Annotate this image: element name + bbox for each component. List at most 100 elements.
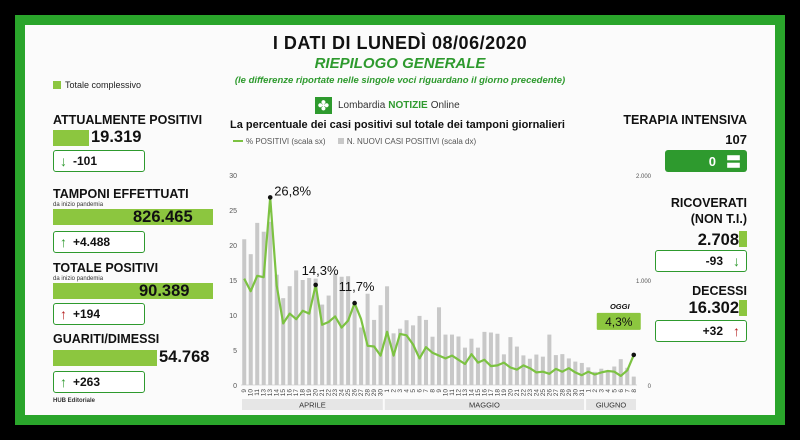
x-tick-label: 31 xyxy=(579,389,586,397)
x-tick-label: 14 xyxy=(468,389,475,397)
x-tick-label: 23 xyxy=(332,389,339,397)
ricoverati-value: 2.708 xyxy=(697,231,739,249)
tamponi-bar xyxy=(53,209,213,225)
new-cases-bar xyxy=(443,334,448,385)
new-cases-bar xyxy=(248,254,253,385)
x-tick-label: 21 xyxy=(514,389,521,397)
new-cases-bar xyxy=(320,304,325,385)
x-tick-label: 4 xyxy=(605,389,612,393)
x-tick-label: 11 xyxy=(449,389,456,396)
new-cases-bar xyxy=(365,293,370,385)
decessi-bar xyxy=(739,300,747,316)
legend-total: Totale complessivo xyxy=(53,80,141,90)
x-tick-label: 18 xyxy=(494,389,501,397)
y-left-tick-label: 15 xyxy=(229,278,237,285)
new-cases-bar xyxy=(261,231,266,385)
positivity-line xyxy=(243,196,635,377)
x-tick-label: 13 xyxy=(267,389,274,397)
page-subtitle: RIEPILOGO GENERALE xyxy=(314,55,486,72)
arrow-up-icon: ↑ xyxy=(60,374,67,390)
chart-title: La percentuale dei casi positivi sul tot… xyxy=(230,119,565,131)
x-tick-label: 15 xyxy=(475,389,482,397)
new-cases-bar xyxy=(333,273,338,385)
today-value-box xyxy=(596,312,641,330)
x-tick-label: 1 xyxy=(585,389,592,393)
point-annotation: 11,7% xyxy=(339,279,375,294)
new-cases-bar xyxy=(372,319,377,385)
x-tick-label: 24 xyxy=(533,389,540,397)
ricoverati-label: RICOVERATI (NON T.I.) xyxy=(670,196,747,226)
today-value-label: 4,3% xyxy=(605,315,633,329)
month-band xyxy=(242,399,383,410)
totale-delta: ↑ +194 xyxy=(53,303,145,325)
terapia-delta: 0 〓 xyxy=(665,150,747,172)
x-tick-label: 17 xyxy=(488,389,495,397)
new-cases-bar xyxy=(307,278,312,385)
equal-icon: 〓 xyxy=(725,153,741,171)
y-left-tick-label: 30 xyxy=(229,173,237,180)
new-cases-bar xyxy=(514,346,519,385)
x-tick-label: 29 xyxy=(566,389,573,397)
x-tick-label: 14 xyxy=(274,389,281,397)
new-cases-bar xyxy=(359,327,364,385)
x-tick-label: 25 xyxy=(540,389,547,397)
new-cases-bar xyxy=(404,320,409,385)
new-cases-bar xyxy=(631,376,636,385)
positivi-bar xyxy=(53,130,89,146)
x-tick-label: 22 xyxy=(520,389,527,397)
new-cases-bar xyxy=(417,315,422,385)
terapia-label: TERAPIA INTENSIVA xyxy=(623,113,747,127)
x-tick-label: 2 xyxy=(391,389,398,393)
infographic-panel: I DATI DI LUNEDÌ 08/06/2020 RIEPILOGO GE… xyxy=(25,25,775,415)
new-cases-bar xyxy=(501,354,506,385)
new-cases-bar xyxy=(605,371,610,385)
ricoverati-delta: -93 ↓ xyxy=(655,250,747,272)
decessi-value: 16.302 xyxy=(688,299,739,317)
x-tick-label: 13 xyxy=(462,389,469,397)
arrow-down-icon: ↓ xyxy=(733,253,740,269)
new-cases-bar xyxy=(346,276,351,385)
new-cases-bar xyxy=(592,371,597,385)
positivi-label: ATTUALMENTE POSITIVI xyxy=(53,113,203,127)
x-tick-label: 10 xyxy=(442,389,449,397)
x-tick-label: 25 xyxy=(345,389,352,397)
x-tick-label: 26 xyxy=(352,389,359,397)
month-band xyxy=(586,399,636,410)
legend-line-label: % POSITIVI (scala sx) xyxy=(246,137,326,146)
x-tick-label: 16 xyxy=(287,389,294,397)
new-cases-bar xyxy=(274,274,279,385)
totale-label: TOTALE POSITIVI xyxy=(53,261,159,275)
footer-credit: HUB Editoriale xyxy=(53,398,96,404)
legend-line-swatch xyxy=(233,140,243,142)
guariti-delta: ↑ +263 xyxy=(53,371,145,393)
page-note: (le differenze riportate nelle singole v… xyxy=(234,75,566,86)
new-cases-bar xyxy=(255,222,260,385)
new-cases-bar xyxy=(242,239,247,385)
tamponi-sub: da inizio pandemia xyxy=(53,202,104,208)
x-tick-label: 12 xyxy=(455,389,462,397)
guariti-value: 54.768 xyxy=(159,348,210,366)
new-cases-bar xyxy=(534,354,539,385)
logo-pre: Lombardia xyxy=(338,99,386,111)
y-right-tick-label: 2.000 xyxy=(636,174,652,180)
new-cases-bar xyxy=(313,278,318,385)
today-label: OGGI xyxy=(610,302,631,311)
terapia-value: 107 xyxy=(725,132,747,147)
new-cases-bar xyxy=(566,358,571,385)
x-tick-label: 7 xyxy=(624,389,631,393)
x-tick-label: 5 xyxy=(611,389,618,393)
new-cases-bar xyxy=(268,221,273,385)
x-tick-label: 13 xyxy=(261,389,268,397)
page-title: I DATI DI LUNEDÌ 08/06/2020 xyxy=(272,33,528,53)
arrow-up-icon: ↑ xyxy=(60,306,67,322)
y-right-tick-label: 0 xyxy=(648,384,652,390)
x-tick-label: 21 xyxy=(319,389,326,397)
x-tick-label: 3 xyxy=(397,389,404,393)
new-cases-bar xyxy=(469,338,474,385)
new-cases-bar xyxy=(547,334,552,385)
y-left-tick-label: 20 xyxy=(229,243,237,250)
x-tick-label: 3 xyxy=(598,389,605,393)
x-tick-label: 1 xyxy=(384,389,391,393)
totale-sub: da inizio pandemia xyxy=(53,276,104,282)
new-cases-bar xyxy=(508,337,513,385)
